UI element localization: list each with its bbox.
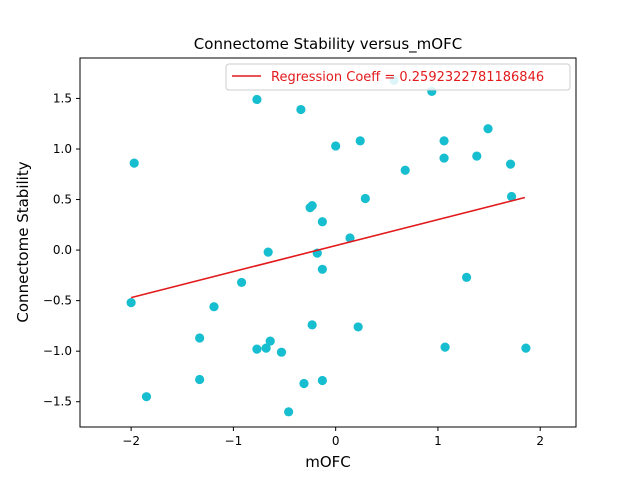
- x-tick-label: 2: [536, 434, 544, 448]
- scatter-point-23: [331, 141, 341, 151]
- scatter-point-9: [261, 343, 271, 353]
- scatter-point-14: [296, 104, 306, 115]
- x-tick-label: −2: [122, 434, 140, 448]
- legend-entry-label: Regression Coeff = 0.2592322781186846: [271, 70, 544, 85]
- scatter-point-33: [440, 342, 450, 352]
- x-tick-label: 0: [332, 434, 340, 448]
- y-tick-label: 0.5: [53, 193, 72, 207]
- scatter-point-24: [345, 233, 355, 243]
- scatter-point-27: [360, 193, 370, 204]
- scatter-point-22: [317, 375, 327, 386]
- scatter-point-31: [439, 136, 449, 146]
- y-tick-label: 0.0: [53, 243, 72, 257]
- scatter-point-15: [299, 378, 309, 389]
- scatter-point-8: [252, 344, 262, 354]
- scatter-point-18: [307, 320, 317, 330]
- scatter-point-0: [126, 298, 136, 308]
- x-tick-label: 1: [434, 434, 442, 448]
- scatter-point-26: [355, 136, 365, 146]
- y-tick-label: 1.5: [53, 91, 72, 105]
- y-tick-label: −0.5: [43, 294, 72, 308]
- scatter-point-4: [195, 374, 205, 385]
- y-tick-label: −1.0: [43, 344, 72, 358]
- scatter-point-11: [265, 336, 275, 346]
- scatter-point-32: [439, 153, 449, 163]
- scatter-point-37: [505, 159, 516, 169]
- scatter-point-13: [284, 407, 294, 417]
- regression-line: [130, 196, 526, 299]
- scatter-point-1: [129, 158, 139, 168]
- legend-box: [225, 63, 571, 91]
- scatter-point-3: [195, 333, 205, 343]
- y-tick-label: −1.5: [43, 395, 72, 409]
- scatter-point-38: [506, 191, 517, 202]
- scatter-point-25: [353, 322, 363, 332]
- scatter-point-20: [317, 217, 327, 227]
- scatter-point-29: [400, 165, 410, 175]
- scatter-point-34: [461, 272, 472, 282]
- scatter-point-10: [263, 247, 273, 257]
- y-tick-label: 1.0: [53, 142, 72, 156]
- scatter-point-2: [141, 392, 152, 402]
- x-tick-label: −1: [225, 434, 243, 448]
- x-axis-label: mOFC: [305, 453, 351, 471]
- chart-title: Connectome Stability versus_mOFC: [194, 35, 462, 54]
- scatter-point-35: [472, 151, 482, 161]
- axes-frame: [79, 57, 577, 428]
- scatter-point-36: [483, 124, 493, 134]
- scatter-point-21: [317, 264, 327, 274]
- plot-marks: [126, 75, 531, 417]
- scatter-point-39: [521, 343, 531, 353]
- scatter-point-6: [236, 277, 247, 288]
- axis-ticks: −2 −1 0 1 2 −1.5 −1.0 −0.5 0.0 0.5 1.0 1.5: [43, 91, 544, 448]
- y-axis-label: Connectome Stability: [14, 161, 32, 322]
- scatter-point-5: [209, 302, 219, 312]
- scatter-point-12: [276, 347, 287, 357]
- scatter-point-17: [307, 201, 317, 211]
- legend: Regression Coeff = 0.2592322781186846: [225, 63, 571, 91]
- scatter-point-7: [252, 94, 262, 105]
